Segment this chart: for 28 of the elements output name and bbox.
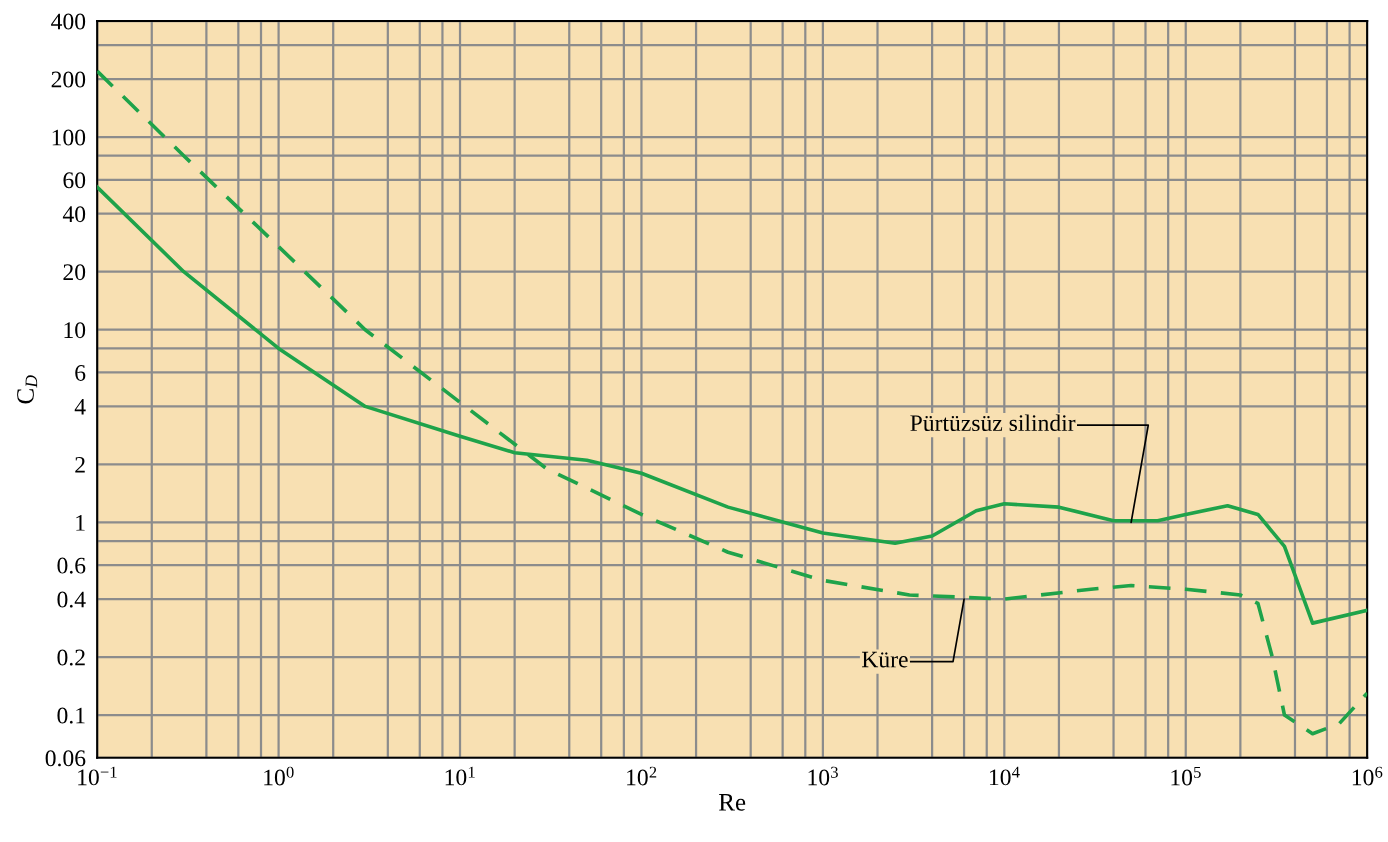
y-tick-label: 0.1	[57, 707, 85, 724]
x-tick-label: 10$^{0}$	[264, 766, 294, 786]
y-tick-label: 40	[62, 206, 86, 223]
x-tick-label: 10$^{4}$	[989, 766, 1020, 786]
x-tick-label: 10$^{2}$	[627, 766, 657, 786]
annotation: Küre	[861, 651, 908, 668]
y-tick-label: 400	[51, 13, 86, 30]
y-tick-label: 10	[64, 322, 86, 339]
y-tick-label: 60	[63, 172, 86, 189]
y-tick-label: 20	[63, 264, 86, 281]
x-tick-label: 10$^{6}$	[1352, 766, 1383, 786]
x-tick-label: 10$^{1}$	[445, 766, 475, 786]
y-tick-label: 0.06	[45, 750, 86, 767]
x-axis-title: Re	[719, 794, 746, 811]
y-tick-label: 0.6	[57, 557, 86, 574]
annotation: Pürtüzsüz silindir	[910, 414, 1076, 432]
y-tick-label: 0.4	[57, 591, 86, 608]
y-axis-title: C$_{D}$	[17, 375, 38, 404]
x-tick-label: 10$^{−1}$	[78, 766, 117, 786]
y-tick-label: 0.2	[57, 649, 85, 666]
y-tick-label: 1	[76, 514, 85, 531]
y-tick-label: 100	[52, 129, 86, 146]
y-tick-label: 6	[75, 365, 86, 381]
y-tick-label: 4	[74, 399, 86, 415]
x-tick-label: 10$^{3}$	[808, 766, 838, 786]
x-tick-label: 10$^{5}$	[1171, 766, 1201, 786]
y-tick-label: 2	[75, 456, 85, 473]
y-tick-label: 200	[51, 71, 86, 88]
